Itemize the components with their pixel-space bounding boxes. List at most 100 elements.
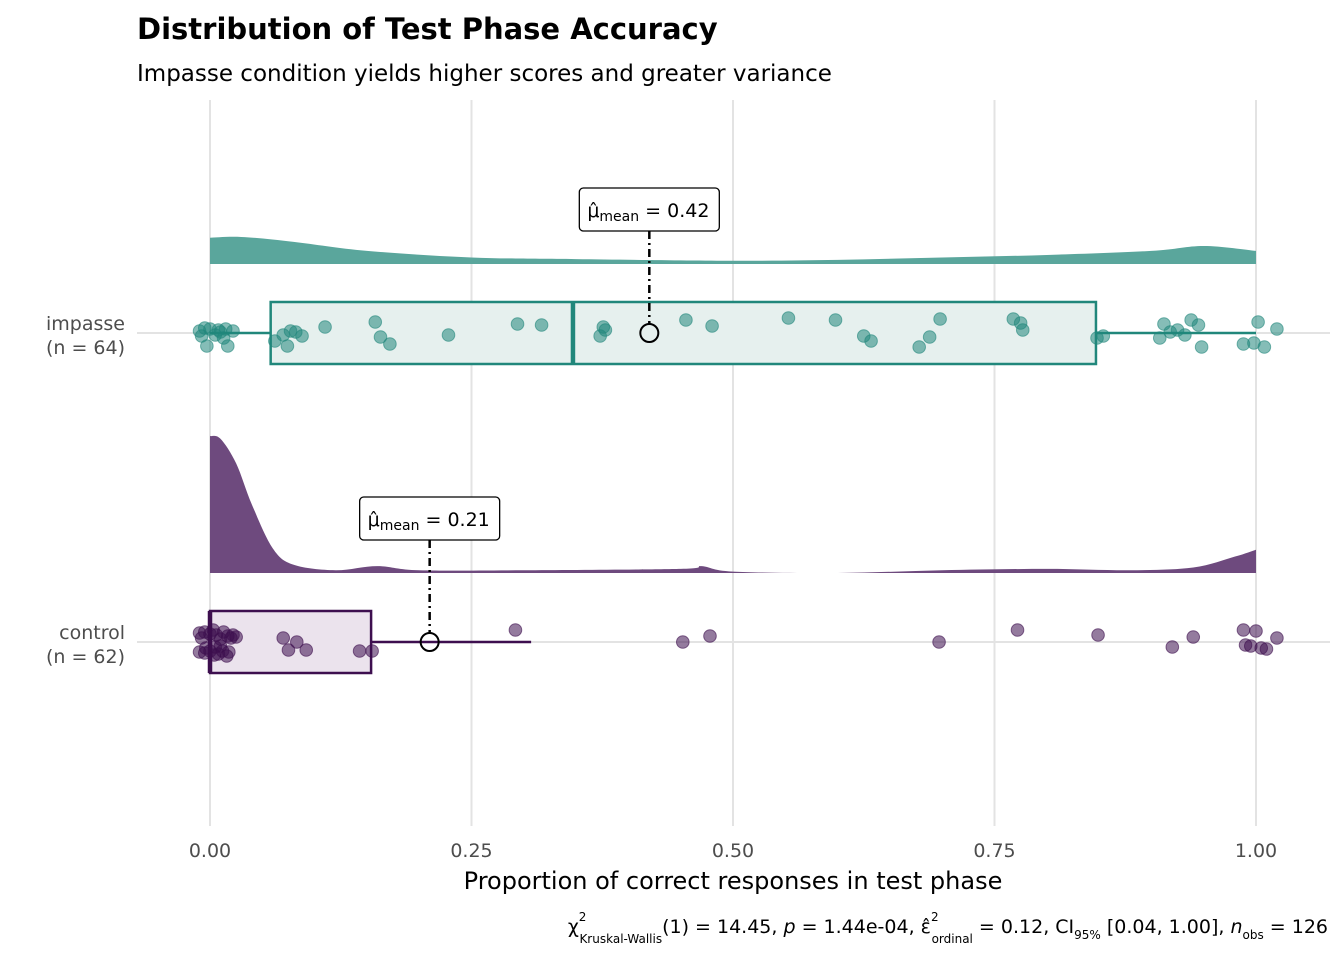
- stat-chi-sub: Kruskal-Wallis: [579, 932, 662, 946]
- chart-title: Distribution of Test Phase Accuracy: [137, 12, 718, 46]
- data-point: [510, 317, 525, 331]
- data-point: [299, 643, 314, 657]
- stat-ci-value: [0.04, 1.00],: [1101, 916, 1231, 938]
- mean-label: μ̂mean = 0.42: [587, 200, 709, 225]
- mean-label-sub: mean: [599, 209, 639, 225]
- mean-label: μ̂mean = 0.21: [368, 509, 490, 534]
- x-axis-label: Proportion of correct responses in test …: [464, 867, 1003, 895]
- data-point: [922, 330, 937, 344]
- mean-label-box: [578, 187, 720, 232]
- grid-layer: [137, 100, 1330, 826]
- stat-eps-sup: 2: [931, 910, 939, 924]
- stat-p-value: = 1.44e-04,: [796, 916, 921, 938]
- data-point: [368, 315, 383, 329]
- data-point: [1091, 628, 1105, 642]
- stat-ci-sub: 95%: [1074, 928, 1101, 942]
- data-point: [280, 339, 295, 353]
- mean-label-symbol: μ̂: [368, 509, 380, 531]
- data-point: [679, 313, 693, 327]
- point-layer: [192, 311, 1284, 663]
- data-point: [365, 644, 379, 658]
- data-point: [1259, 642, 1274, 656]
- x-tick-label: 0.75: [973, 840, 1015, 862]
- data-point: [705, 319, 719, 333]
- data-point: [1194, 340, 1209, 354]
- stat-eps-value: = 0.12, CI: [973, 916, 1074, 938]
- data-point: [373, 330, 388, 344]
- y-tick-count: (n = 62): [46, 646, 125, 668]
- data-point: [1015, 323, 1030, 337]
- data-point: [1251, 315, 1265, 329]
- stat-n-symbol: n: [1230, 916, 1242, 938]
- stat-n-sub: obs: [1243, 928, 1264, 942]
- box: [269, 300, 1098, 366]
- data-point: [1270, 322, 1284, 336]
- data-point: [828, 313, 843, 327]
- data-point: [1186, 630, 1201, 644]
- data-point: [1165, 640, 1180, 654]
- stat-chi-sup: 2: [579, 910, 587, 924]
- data-point: [226, 324, 240, 338]
- data-point: [1096, 329, 1111, 343]
- annotation-layer: μ̂mean = 0.42μ̂mean = 0.21: [359, 187, 720, 652]
- data-point: [781, 311, 796, 325]
- data-point: [864, 334, 878, 348]
- stat-eps-symbol: ε̂: [921, 916, 931, 938]
- x-tick-label: 0.50: [712, 840, 754, 862]
- box-layer: [207, 300, 1256, 675]
- data-point: [598, 323, 613, 337]
- stat-chi-symbol: χ: [568, 916, 579, 938]
- data-point: [1257, 340, 1272, 354]
- data-point: [211, 323, 226, 337]
- stat-eps-sub: ordinal: [932, 932, 973, 946]
- chart-subtitle: Impasse condition yields higher scores a…: [137, 61, 832, 87]
- data-point: [534, 318, 549, 332]
- y-tick-count: (n = 64): [46, 337, 125, 359]
- data-point: [1178, 328, 1192, 342]
- density-layer: [210, 236, 1256, 574]
- data-point: [383, 337, 397, 351]
- data-point: [1010, 623, 1025, 637]
- mean-label-value: = 0.21: [419, 509, 489, 531]
- stats-caption: χ2 Kruskal-Wallis(1) = 14.45, p = 1.44e-0…: [568, 910, 1328, 946]
- y-tick-label: control: [59, 622, 125, 644]
- stat-chi-value: = 14.45,: [689, 916, 783, 938]
- data-point: [352, 644, 367, 658]
- mean-label-symbol: μ̂: [587, 200, 599, 222]
- data-point: [199, 641, 213, 655]
- data-point: [703, 629, 717, 643]
- data-point: [1191, 318, 1206, 332]
- x-tick-label: 1.00: [1235, 840, 1277, 862]
- x-tick-label: 0.25: [450, 840, 492, 862]
- data-point: [276, 631, 291, 645]
- mean-label-box: [359, 496, 501, 541]
- data-point: [508, 623, 523, 637]
- stat-p-symbol: p: [782, 916, 795, 938]
- x-tick-label: 0.00: [189, 840, 231, 862]
- data-point: [290, 635, 304, 649]
- mean-label-sub: mean: [380, 518, 420, 534]
- data-point: [675, 635, 690, 649]
- data-point: [229, 630, 243, 644]
- data-point: [1236, 623, 1251, 637]
- data-point: [213, 639, 228, 653]
- stat-n-value: = 126: [1264, 916, 1328, 938]
- data-point: [912, 340, 926, 354]
- data-point: [1249, 624, 1263, 638]
- mean-label-value: = 0.42: [639, 200, 709, 222]
- data-point: [1270, 631, 1284, 645]
- data-point: [441, 328, 456, 342]
- data-point: [220, 339, 235, 353]
- stat-df: (1): [662, 916, 689, 938]
- data-point: [933, 312, 947, 326]
- data-point: [295, 329, 309, 343]
- data-point: [932, 635, 946, 649]
- y-tick-labels: impasse(n = 64) control(n = 62): [46, 313, 125, 668]
- data-point: [318, 320, 332, 334]
- x-tick-labels: 0.00 0.25 0.50 0.75 1.00: [189, 840, 1277, 862]
- data-point: [200, 339, 214, 353]
- data-point: [281, 643, 296, 657]
- density-curve-0: [210, 236, 1256, 264]
- y-tick-label: impasse: [46, 313, 125, 335]
